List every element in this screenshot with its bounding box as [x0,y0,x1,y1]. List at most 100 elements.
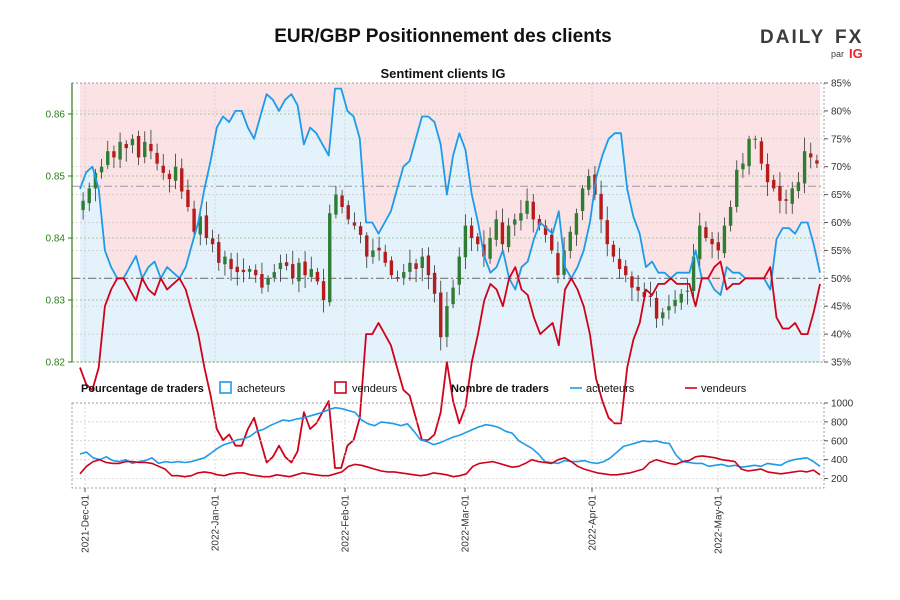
candle [99,159,104,179]
candle [765,153,770,197]
candle-body-up [272,272,276,278]
candle-body-down [784,199,788,201]
candle [229,252,233,281]
candle-body-up [328,213,332,303]
candle [136,130,141,166]
candle-body-up [81,200,85,211]
candle-body-up [457,256,461,285]
candle [476,232,480,252]
candle [556,241,560,284]
candle-body-down [229,258,233,269]
candle-body-down [432,272,437,294]
candle-body-down [321,281,326,300]
logo-brand-a: DAILY [760,27,825,48]
candle-body-down [654,297,659,319]
pct-sellers-line [79,260,821,469]
candle [223,250,227,276]
candle-body-up [106,151,110,165]
left-tick-label: 0.82 [46,358,66,369]
candle-body-up [408,262,412,272]
candle [124,140,128,162]
candle [451,279,455,309]
candle [753,135,757,150]
candle-body-down [414,263,418,269]
candle [309,256,313,282]
candle-body-down [469,225,474,238]
candle-body-down [704,227,708,238]
candle-body-up [587,176,591,190]
candle [796,172,801,199]
candle [315,267,320,285]
candle-body-up [87,188,91,204]
candle-body-down [365,235,369,257]
x-tick-label: 2022-Apr-01 [588,495,599,551]
legend-pct-sellers: vendeurs [352,383,398,395]
candle-body-up [445,306,449,337]
logo-par: par [831,49,844,59]
candle [284,253,289,271]
candle [303,251,307,289]
candle [654,291,659,328]
candle [365,232,369,269]
candle [358,221,363,244]
candle [204,201,209,245]
bottom-right-tick-label: 600 [831,436,848,447]
right-tick-label: 80% [831,106,851,117]
candle [661,307,665,326]
candle [254,264,258,283]
candle-body-up [143,141,147,158]
candle [722,217,727,259]
x-tick-label: 2022-May-01 [714,495,725,554]
candle-body-up [278,262,283,270]
candle-body-up [247,269,252,272]
candle-body-down [611,244,616,257]
right-tick-label: 45% [831,302,851,313]
chart-title: EUR/GBP Positionnement des clients [274,26,612,47]
legend-pct-buyers: acheteurs [237,383,286,395]
candle [605,206,609,257]
candle [735,160,739,213]
candle [217,233,221,271]
candle [161,154,165,180]
buyers-area-fill [80,88,820,362]
candle [383,244,387,267]
candle [118,132,122,169]
candle [149,129,153,160]
candle-body-up [334,194,338,215]
right-tick-label: 85% [831,79,851,90]
x-tick-label: 2022-Mar-01 [461,495,472,553]
candle [778,172,782,214]
legend: Pourcentage de traders acheteurs vendeur… [81,381,747,395]
bottom-right-tick-label: 400 [831,455,848,466]
candle [112,145,116,168]
candle-body-down [204,215,209,238]
candle [704,221,708,242]
x-axis-ticks: 2021-Dec-01 2022-Jan-01 2022-Feb-01 2022-Ma… [81,488,725,554]
bottom-right-tick-label: 1000 [831,399,854,410]
candle-body-down [599,193,603,220]
logo-ig: IG [849,46,863,61]
candle-body-up [130,138,135,146]
sentiment-area-fills [80,83,820,362]
candle [426,247,431,290]
candle-body-down [155,152,159,164]
candle-body-down [358,226,363,235]
candle-body-down [815,160,819,164]
candle-body-down [377,247,381,251]
legend-num-title: Nombre de traders [451,383,549,395]
candle-body-up [574,213,579,235]
candle-body-down [112,151,116,158]
candle [155,143,159,171]
candle-body-up [173,166,178,181]
candle [321,268,326,313]
candle-body-down [531,201,535,220]
candle [241,258,246,283]
candle-body-down [636,286,640,291]
candle [414,258,418,283]
candle-body-up [451,287,455,305]
candle-body-up [698,225,702,260]
candle [402,264,406,285]
candle-body-down [648,295,653,297]
candle [741,153,745,178]
candle [408,249,412,281]
